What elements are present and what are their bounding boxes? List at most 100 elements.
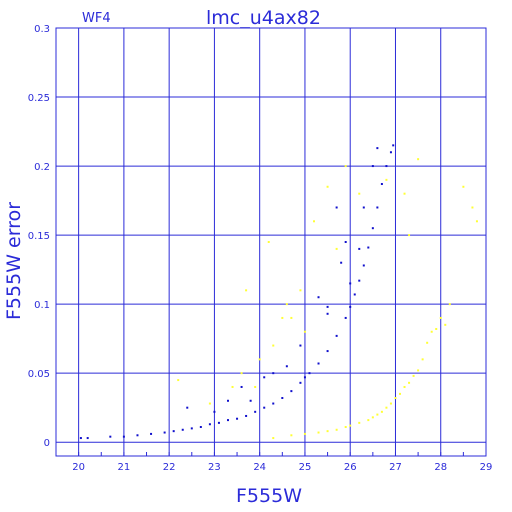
data-point bbox=[317, 296, 320, 299]
data-point bbox=[172, 430, 175, 433]
data-point bbox=[317, 431, 320, 434]
data-point bbox=[285, 365, 288, 368]
data-point bbox=[263, 376, 266, 379]
data-point bbox=[254, 410, 257, 413]
x-tick-label: 28 bbox=[434, 462, 447, 473]
data-point bbox=[385, 178, 388, 181]
data-point bbox=[258, 358, 261, 361]
data-point bbox=[335, 247, 338, 250]
x-tick-label: 24 bbox=[253, 462, 266, 473]
data-point bbox=[272, 402, 275, 405]
chart-subtitle: WF4 bbox=[82, 11, 111, 26]
data-point bbox=[208, 423, 211, 426]
data-point bbox=[177, 379, 180, 382]
data-point bbox=[408, 381, 411, 384]
series-secondary bbox=[177, 158, 478, 440]
data-point bbox=[380, 410, 383, 413]
data-point bbox=[163, 431, 166, 434]
data-point bbox=[389, 151, 392, 154]
data-point bbox=[371, 227, 374, 230]
x-axis-label: F555W bbox=[236, 485, 302, 507]
data-point bbox=[208, 402, 211, 405]
data-point bbox=[299, 289, 302, 292]
data-point bbox=[227, 419, 229, 422]
data-point bbox=[236, 417, 239, 420]
data-point bbox=[430, 330, 433, 333]
data-point bbox=[367, 246, 370, 249]
data-point bbox=[471, 206, 474, 209]
data-point bbox=[403, 385, 406, 388]
data-point bbox=[376, 413, 379, 416]
data-point bbox=[362, 264, 365, 267]
data-point bbox=[340, 261, 343, 264]
data-point bbox=[335, 428, 338, 431]
data-point bbox=[380, 183, 383, 186]
data-point bbox=[462, 185, 465, 188]
data-point bbox=[403, 192, 406, 195]
data-point bbox=[299, 344, 302, 347]
data-point bbox=[272, 344, 275, 347]
data-point bbox=[362, 206, 365, 209]
tick-labels: 20 21 22 23 24 25 26 27 28 29 0 0.05 0.1 0.15 0.2 0.25 0… bbox=[28, 24, 493, 473]
data-point bbox=[394, 397, 397, 400]
data-point bbox=[389, 402, 392, 405]
data-point bbox=[353, 293, 356, 296]
data-point bbox=[249, 399, 252, 402]
data-point bbox=[376, 206, 379, 209]
data-point bbox=[217, 421, 220, 424]
data-point bbox=[313, 220, 315, 223]
data-point bbox=[190, 427, 193, 430]
data-point bbox=[435, 327, 438, 330]
data-point bbox=[272, 437, 275, 440]
x-tick-label: 27 bbox=[389, 462, 402, 473]
data-point bbox=[281, 316, 284, 319]
x-tick-label: 22 bbox=[163, 462, 176, 473]
y-tick-label: 0.05 bbox=[28, 369, 50, 380]
grid-lines bbox=[55, 27, 487, 456]
x-tick-label: 21 bbox=[118, 462, 131, 473]
data-point bbox=[344, 241, 347, 243]
data-point bbox=[79, 437, 82, 440]
x-tick-label: 29 bbox=[480, 462, 493, 473]
data-point bbox=[444, 323, 447, 326]
data-point bbox=[335, 206, 338, 209]
data-point bbox=[272, 372, 275, 375]
data-point bbox=[240, 385, 243, 388]
data-point bbox=[412, 374, 415, 377]
data-point bbox=[263, 406, 266, 409]
data-point bbox=[290, 434, 293, 437]
data-point bbox=[267, 241, 270, 243]
data-point bbox=[303, 330, 306, 333]
data-point bbox=[317, 362, 320, 365]
data-point bbox=[358, 192, 361, 195]
y-tick-label: 0.2 bbox=[34, 162, 50, 173]
data-point bbox=[299, 381, 302, 384]
data-point bbox=[349, 282, 352, 285]
data-point bbox=[199, 426, 202, 429]
data-point bbox=[150, 432, 153, 435]
y-tick-label: 0.1 bbox=[34, 300, 50, 311]
chart-title: lmc_u4ax82 bbox=[206, 7, 321, 29]
y-tick-label: 0.3 bbox=[34, 24, 50, 35]
data-point bbox=[399, 392, 401, 395]
data-point bbox=[326, 312, 329, 315]
y-tick-label: 0 bbox=[44, 438, 50, 449]
data-point bbox=[392, 144, 395, 147]
y-tick-label: 0.15 bbox=[28, 231, 50, 242]
data-point bbox=[240, 372, 243, 375]
data-point bbox=[367, 419, 370, 422]
data-point bbox=[290, 316, 293, 319]
data-point bbox=[231, 385, 234, 388]
data-point bbox=[326, 350, 329, 353]
data-point bbox=[358, 421, 361, 424]
data-point bbox=[349, 305, 352, 308]
data-point bbox=[281, 397, 284, 400]
data-point bbox=[371, 416, 374, 419]
data-point bbox=[122, 435, 125, 438]
data-point bbox=[290, 390, 293, 393]
data-point bbox=[417, 158, 420, 161]
data-point bbox=[358, 279, 361, 282]
data-point bbox=[344, 165, 347, 168]
data-point bbox=[358, 247, 361, 250]
plot-frame bbox=[55, 27, 487, 457]
